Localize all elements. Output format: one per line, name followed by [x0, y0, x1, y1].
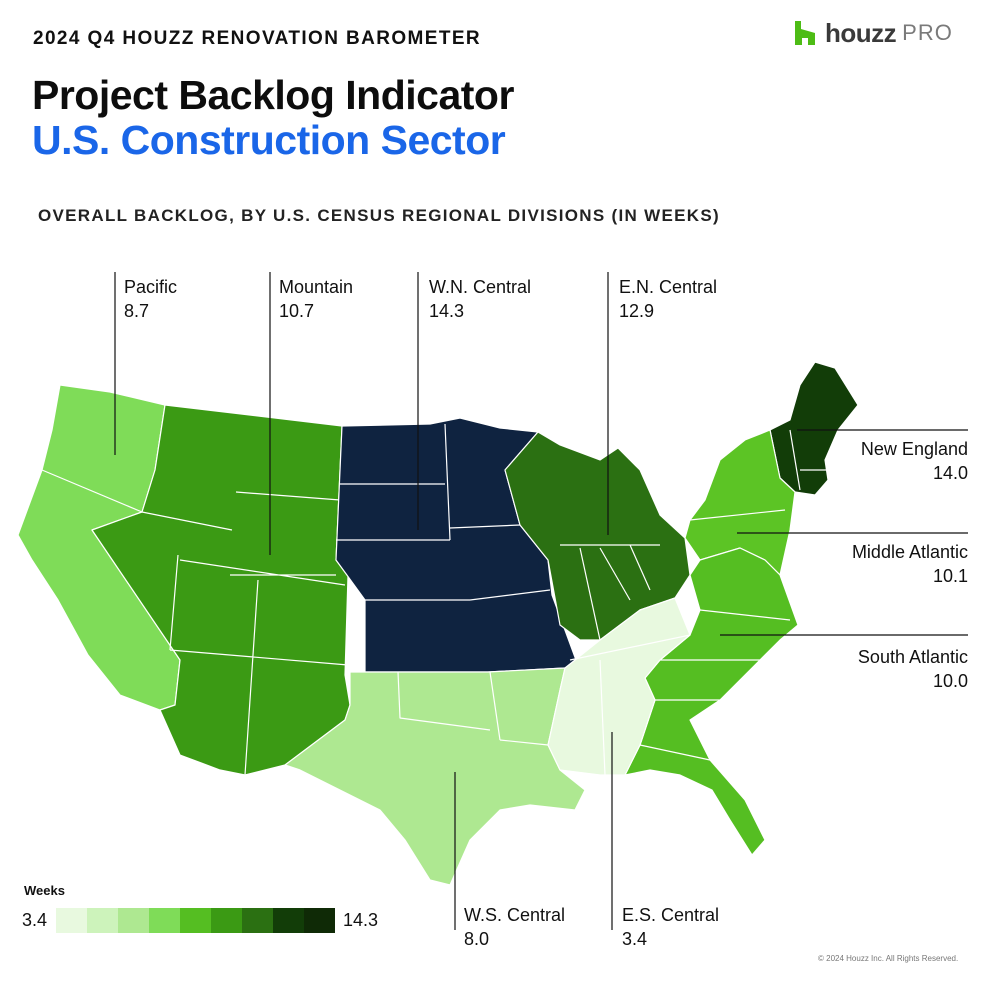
label-name: South Atlantic [857, 647, 968, 667]
page-subtitle: U.S. Construction Sector [32, 117, 506, 163]
region-new-england[interactable] [769, 361, 859, 496]
legend-swatch [211, 908, 242, 933]
label-name: E.N. Central [619, 277, 718, 297]
houzz-logo-icon [795, 21, 815, 45]
label-south-atlantic: South Atlantic 10.0 [858, 645, 968, 693]
legend-swatch [56, 908, 87, 933]
label-value: 10.7 [279, 301, 315, 321]
label-value: 12.9 [619, 301, 655, 321]
legend-max-label: 14.3 [343, 910, 379, 930]
label-value: 8.7 [124, 301, 150, 321]
label-pacific: Pacific 8.7 [124, 275, 177, 323]
label-value: 10.0 [932, 671, 968, 691]
logo-suffix: PRO [902, 20, 953, 45]
label-es-central: E.S. Central 3.4 [622, 903, 719, 951]
label-new-england: New England 14.0 [861, 437, 968, 485]
label-value: 14.3 [429, 301, 465, 321]
region-wn-central[interactable] [335, 417, 577, 673]
logo-brand: houzz [825, 17, 897, 48]
label-name: W.S. Central [464, 905, 566, 925]
legend-color-scale [56, 908, 335, 933]
legend-swatch [149, 908, 180, 933]
map-section-title: OVERALL BACKLOG, BY U.S. CENSUS REGIONAL… [38, 206, 720, 225]
label-name: Mountain [279, 277, 354, 297]
label-name: W.N. Central [429, 277, 532, 297]
page-title: Project Backlog Indicator [32, 72, 514, 118]
label-middle-atlantic: Middle Atlantic 10.1 [852, 540, 968, 588]
legend-swatch [304, 908, 335, 933]
label-value: 14.0 [932, 463, 968, 483]
label-mountain: Mountain 10.7 [279, 275, 353, 323]
report-eyebrow: 2024 Q4 HOUZZ RENOVATION BAROMETER [33, 28, 482, 49]
label-ws-central: W.S. Central 8.0 [464, 903, 565, 951]
legend-title: Weeks [24, 883, 65, 898]
copyright-notice: © 2024 Houzz Inc. All Rights Reserved. [818, 954, 959, 963]
legend-swatch [118, 908, 149, 933]
label-name: Pacific [124, 277, 178, 297]
legend-swatch [273, 908, 304, 933]
label-wn-central: W.N. Central 14.3 [429, 275, 531, 323]
houzz-pro-logo: houzz PRO [793, 18, 953, 48]
legend-swatch [87, 908, 118, 933]
legend-swatch [242, 908, 273, 933]
label-value: 8.0 [464, 929, 490, 949]
label-en-central: E.N. Central 12.9 [619, 275, 717, 323]
label-value: 3.4 [622, 929, 648, 949]
label-value: 10.1 [932, 566, 968, 586]
legend-swatch [180, 908, 211, 933]
legend-min-label: 3.4 [22, 910, 48, 930]
label-name: New England [860, 439, 968, 459]
region-middle-atlantic[interactable] [684, 429, 796, 576]
label-name: E.S. Central [622, 905, 720, 925]
label-name: Middle Atlantic [851, 542, 968, 562]
